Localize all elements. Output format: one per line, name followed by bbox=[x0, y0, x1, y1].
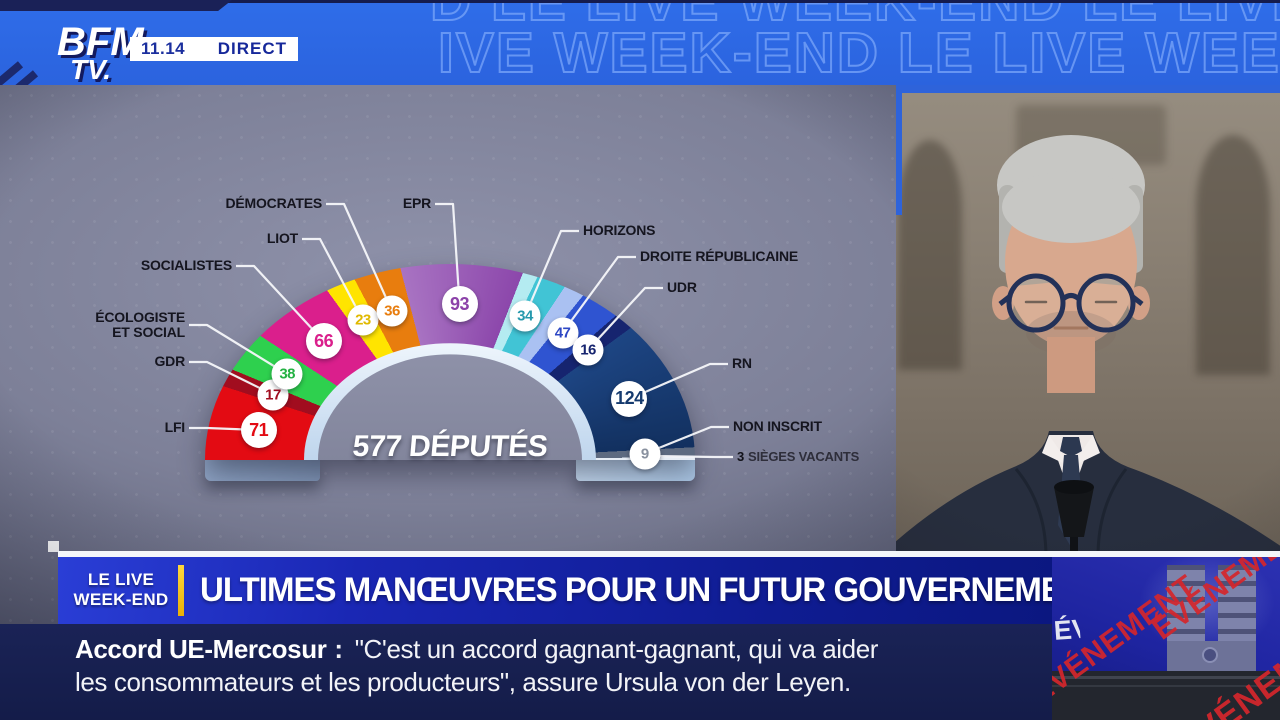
ticker-quote-1: "C'est un accord gagnant-gagnant, qui va… bbox=[354, 634, 879, 664]
program-line-1: LE LIVE bbox=[87, 570, 155, 589]
news-ticker: Accord UE-Mercosur: "C'est un accord gagn… bbox=[0, 624, 1052, 720]
seat-badge-10: 124 bbox=[611, 380, 648, 417]
party-label-0: LFI bbox=[164, 419, 186, 435]
leader-lines bbox=[189, 202, 733, 459]
party-label-8: DROITE RÉPUBLICAINE bbox=[640, 248, 798, 264]
chart-panel: LFI GDR ÉCOLOGISTE ET SOCIAL SOCIALISTES LIO… bbox=[0, 85, 896, 624]
bfm-logo-text: BFM bbox=[57, 20, 144, 64]
party-label-2: ÉCOLOGISTE ET SOCIAL bbox=[95, 309, 185, 340]
party-label-7: HORIZONS bbox=[583, 222, 656, 238]
seat-badge-9: 16 bbox=[572, 334, 604, 366]
clock-time: 11.14 bbox=[141, 39, 186, 58]
glasses-icon bbox=[998, 273, 1144, 333]
party-label-5: DÉMOCRATES bbox=[225, 195, 322, 211]
chart-pedestal-left bbox=[205, 460, 320, 481]
seat-badge-2: 38 bbox=[271, 358, 303, 390]
total-deputies: 577 DÉPUTÉS bbox=[351, 430, 549, 463]
background-arch bbox=[1196, 135, 1270, 375]
ticker-topic: Accord UE-Mercosur bbox=[75, 634, 327, 664]
studio-frame-left bbox=[896, 85, 902, 215]
presenter bbox=[896, 135, 1280, 557]
party-label-12: 3 SIÈGES VACANTS bbox=[737, 449, 860, 464]
seat-badge-11: 9 bbox=[629, 438, 661, 470]
event-promo: ÉVÉNEMENT ÉVÉNEMENT ÉVÉNEMENT ÉVÉNEMENT bbox=[1052, 557, 1280, 720]
chart-pedestal-right bbox=[576, 460, 695, 481]
bfm-logo-tv: TV. bbox=[70, 54, 111, 85]
ticker-line-1: Accord UE-Mercosur: "C'est un accord gagn… bbox=[75, 634, 878, 665]
seat-badge-5: 36 bbox=[376, 295, 408, 327]
program-badge: LE LIVE WEEK-END bbox=[58, 570, 184, 610]
party-label-6: EPR bbox=[402, 195, 431, 211]
party-label-1: GDR bbox=[154, 353, 185, 369]
live-badge: DIRECT bbox=[217, 39, 287, 58]
party-label-11: NON INSCRIT bbox=[733, 418, 822, 434]
headline-banner: LE LIVE WEEK-END ULTIMES MANŒUVRES POUR … bbox=[58, 557, 1105, 624]
background-arch bbox=[898, 140, 962, 370]
seat-badge-7: 34 bbox=[509, 300, 541, 332]
corner-dot bbox=[48, 541, 59, 552]
yellow-divider bbox=[178, 565, 184, 616]
seat-badge-6: 93 bbox=[441, 286, 478, 323]
rose-window-icon bbox=[1202, 647, 1218, 663]
header-bar: D LE LIVE WEEK-END LE LIVE WEEK-END IVE … bbox=[0, 0, 1280, 85]
seat-badge-0: 71 bbox=[240, 412, 277, 449]
watermark-row-1: D LE LIVE WEEK-END LE LIVE WEEK-END bbox=[429, 0, 1280, 34]
seat-badge-8: 47 bbox=[547, 317, 579, 349]
program-line-2: WEEK-END bbox=[73, 590, 169, 609]
seat-badge-4: 23 bbox=[347, 304, 379, 336]
microphone-icon bbox=[1054, 480, 1094, 557]
party-label-10: RN bbox=[732, 355, 752, 371]
time-direct-bar: 11.14 DIRECT bbox=[130, 37, 298, 61]
foreground-bridge bbox=[1052, 671, 1280, 720]
ticker-separator: : bbox=[334, 634, 343, 664]
seat-badge-3: 66 bbox=[305, 323, 342, 360]
top-edge-line bbox=[0, 0, 1280, 3]
party-label-4: LIOT bbox=[266, 230, 298, 246]
studio-frame-top bbox=[896, 85, 1280, 93]
headline-text: ULTIMES MANŒUVRES POUR UN FUTUR GOUVERNE… bbox=[200, 571, 1105, 609]
ticker-line-2: les consommateurs et les producteurs", a… bbox=[75, 667, 851, 697]
watermark-row-2: IVE WEEK-END LE LIVE WEEK-END bbox=[437, 20, 1280, 85]
party-label-9: UDR bbox=[667, 279, 697, 295]
studio-video bbox=[896, 85, 1280, 557]
corner-band bbox=[0, 0, 232, 11]
party-label-3: SOCIALISTES bbox=[140, 257, 232, 273]
banner-top-line bbox=[58, 551, 1280, 557]
event-watermark-white: ÉVÉNEMENT bbox=[1052, 614, 1082, 646]
